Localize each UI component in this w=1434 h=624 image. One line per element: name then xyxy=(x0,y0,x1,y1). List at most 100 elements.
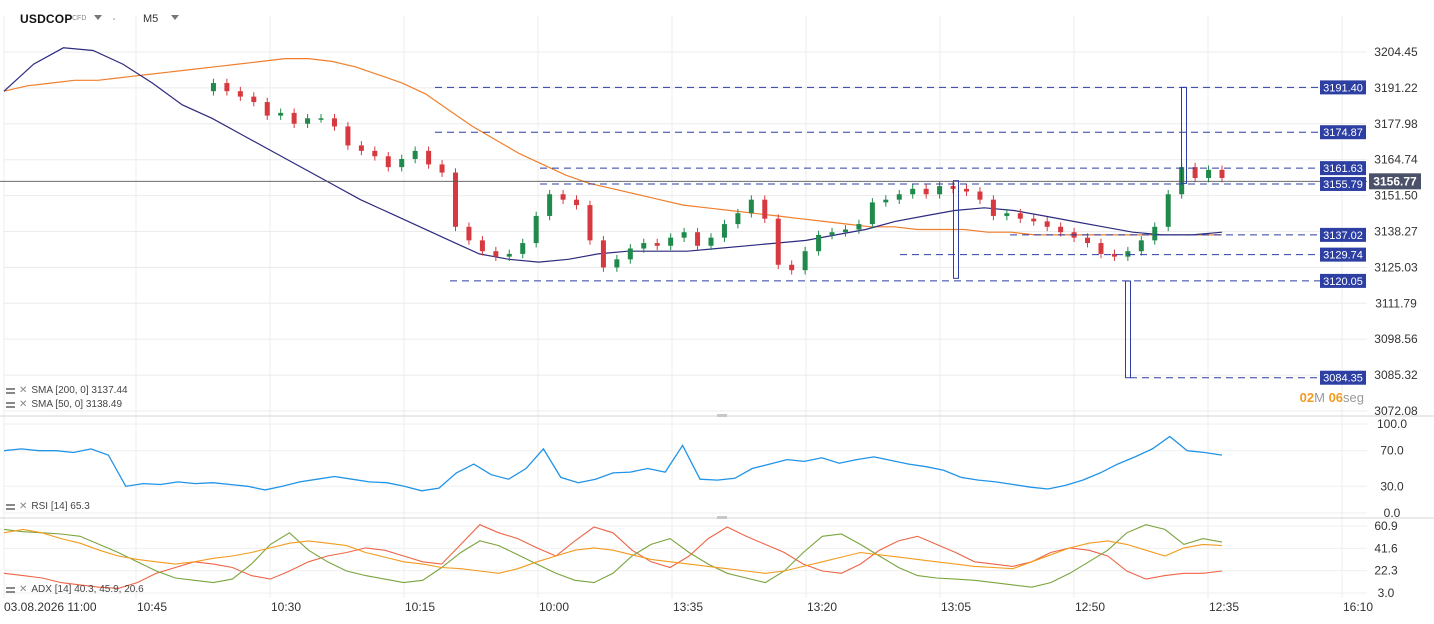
sma50-layer xyxy=(3,47,1223,263)
candle-body xyxy=(224,83,230,92)
candle-body xyxy=(412,150,418,159)
time-tick-label: 10:45 xyxy=(137,600,167,614)
candle-body xyxy=(466,226,472,241)
candle-body xyxy=(291,112,297,124)
candle-body xyxy=(210,83,216,92)
candle-body xyxy=(1165,194,1171,227)
candle-body xyxy=(735,213,741,225)
candle-body xyxy=(587,205,593,241)
candle-body xyxy=(614,259,620,268)
countdown-seconds: 06 xyxy=(1328,390,1344,405)
instrument-type-label: CFD xyxy=(72,15,87,22)
adx-tick-label: 3.0 xyxy=(1378,586,1395,600)
candle-body xyxy=(1138,240,1144,252)
remove-icon[interactable]: ✕ xyxy=(19,384,28,396)
candle-body xyxy=(305,118,311,124)
candle-body xyxy=(426,150,432,165)
price-level-label: 3155.79 xyxy=(1323,179,1363,191)
settings-icon[interactable] xyxy=(6,401,15,409)
candle-body xyxy=(748,199,754,214)
sma200-line xyxy=(3,57,1222,236)
price-level-tag xyxy=(1320,125,1366,140)
candle-body xyxy=(439,164,445,173)
candle-body xyxy=(278,112,284,116)
candle-body xyxy=(399,158,405,168)
time-tick-label: 13:20 xyxy=(807,600,837,614)
symbol-dropdown-icon[interactable] xyxy=(94,15,102,20)
price-tick-label: 3204.45 xyxy=(1374,45,1418,59)
candle-body xyxy=(923,188,929,195)
candle-countdown: 02M 06seg xyxy=(1300,390,1364,405)
remove-icon[interactable]: ✕ xyxy=(19,583,28,595)
spike-marker xyxy=(1125,280,1131,379)
candle-body xyxy=(842,229,848,233)
adx-tick-label: 41.6 xyxy=(1374,541,1398,555)
time-tick-label: 13:05 xyxy=(941,600,971,614)
candle-body xyxy=(533,215,539,244)
candle-body xyxy=(345,126,351,146)
price-level-label: 3137.02 xyxy=(1323,230,1363,242)
price-level-label: 3161.63 xyxy=(1323,163,1363,175)
price-tick-label: 3072.08 xyxy=(1374,404,1418,418)
price-level-label: 3129.74 xyxy=(1323,250,1363,262)
timeframe-selector[interactable]: M5 xyxy=(143,13,159,25)
adx-plus-di-line xyxy=(3,524,1223,588)
candle-body xyxy=(829,232,835,235)
countdown-minutes: 02 xyxy=(1299,390,1315,405)
price-level-tag xyxy=(1320,370,1366,385)
price-level-label: 3174.87 xyxy=(1323,127,1363,139)
candle-body xyxy=(896,194,902,200)
candle-body xyxy=(1098,243,1104,254)
settings-icon[interactable] xyxy=(6,503,15,511)
price-level-tag xyxy=(1320,161,1366,176)
price-level-label: 3191.40 xyxy=(1323,82,1363,94)
sma200-layer xyxy=(3,57,1222,236)
countdown-seconds-unit: seg xyxy=(1343,390,1364,405)
candle-body xyxy=(1031,218,1037,222)
candle-body xyxy=(627,248,633,260)
time-tick-label: 03.08.2026 11:00 xyxy=(4,600,97,614)
price-level-tag xyxy=(1320,227,1366,242)
candle-body xyxy=(520,243,526,254)
candles-layer xyxy=(210,78,1225,275)
candle-body xyxy=(1192,167,1198,178)
sma50-legend: ✕ SMA [50, 0] 3138.49 xyxy=(6,399,122,410)
price-level-label: 3120.05 xyxy=(1323,276,1363,288)
adx-main-line xyxy=(3,528,1223,574)
candle-body xyxy=(708,237,714,246)
price-tick-label: 3098.56 xyxy=(1374,332,1418,346)
settings-icon[interactable] xyxy=(6,387,15,395)
candle-body xyxy=(802,251,808,271)
price-tick-label: 3125.03 xyxy=(1374,260,1418,274)
settings-icon[interactable] xyxy=(6,586,15,594)
adx-legend-text: ADX [14] 40.3, 45.9, 20.6 xyxy=(31,584,144,595)
candle-body xyxy=(654,243,660,246)
time-tick-label: 10:15 xyxy=(405,600,435,614)
price-level-label: 3084.35 xyxy=(1323,373,1363,385)
time-tick-label: 16:10 xyxy=(1343,600,1373,614)
sma50-line xyxy=(3,47,1223,263)
candle-body xyxy=(1044,221,1050,227)
time-tick-label: 13:35 xyxy=(673,600,703,614)
timeframe-dropdown-icon[interactable] xyxy=(171,15,179,20)
sma50-legend-text: SMA [50, 0] 3138.49 xyxy=(31,399,123,410)
adx-tick-label: 22.3 xyxy=(1374,564,1398,578)
adx-tick-label: 60.9 xyxy=(1374,519,1398,533)
candle-body xyxy=(641,243,647,249)
price-tick-label: 3177.98 xyxy=(1374,117,1418,131)
candle-body xyxy=(479,240,485,252)
symbol-label[interactable]: USDCOP xyxy=(20,12,73,26)
candle-body xyxy=(1125,251,1131,257)
remove-icon[interactable]: ✕ xyxy=(19,398,28,410)
candle-body xyxy=(1017,213,1023,219)
spike-marker xyxy=(953,180,959,279)
candle-body xyxy=(600,240,606,268)
candle-body xyxy=(816,234,822,252)
remove-icon[interactable]: ✕ xyxy=(19,500,28,512)
candle-body xyxy=(977,191,983,200)
price-tick-label: 3138.27 xyxy=(1374,224,1418,238)
time-tick-label: 10:30 xyxy=(271,600,301,614)
rsi-tick-label: 0.0 xyxy=(1384,506,1401,520)
